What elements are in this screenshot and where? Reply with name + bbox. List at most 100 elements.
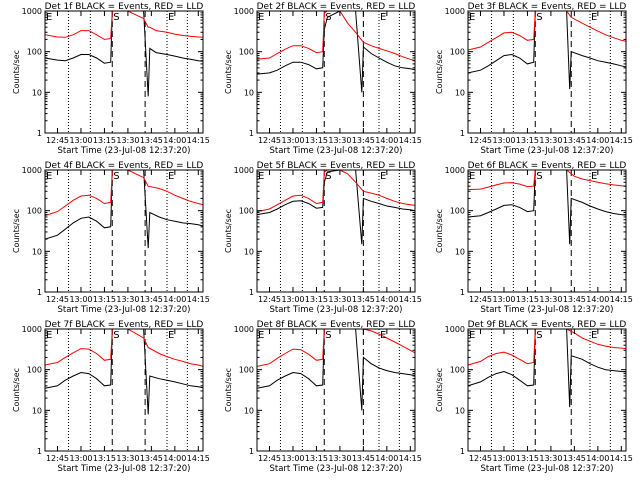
plot-frame bbox=[467, 10, 627, 134]
x-tick-label: 12:45 bbox=[469, 454, 492, 463]
y-axis-label: Counts/sec bbox=[435, 368, 444, 412]
x-tick-label: 14:00 bbox=[375, 136, 398, 145]
y-tick-label: 100 bbox=[450, 366, 465, 375]
x-tick-label: 13:00 bbox=[281, 136, 304, 145]
x-tick-label: 13:30 bbox=[539, 136, 562, 145]
y-tick-label: 1000 bbox=[22, 166, 42, 175]
x-tick-label: 13:15 bbox=[305, 295, 328, 304]
y-tick-label: 1 bbox=[249, 288, 254, 297]
x-axis-label: Start Time (23-Jul-08 12:37:20) bbox=[481, 146, 614, 156]
chart-title: Det 7f BLACK = Events, RED = LLD bbox=[45, 320, 204, 330]
series-line-lld bbox=[45, 170, 203, 217]
x-tick-label: 13:15 bbox=[93, 295, 116, 304]
x-axis-label: Start Time (23-Jul-08 12:37:20) bbox=[270, 464, 403, 474]
chart-title: Det 4f BLACK = Events, RED = LLD bbox=[45, 161, 204, 171]
y-tick-label: 10 bbox=[455, 247, 465, 256]
series-line-events bbox=[468, 329, 626, 408]
y-tick-label: 10 bbox=[32, 406, 42, 415]
y-tick-label: 1000 bbox=[445, 325, 465, 334]
x-tick-label: 13:45 bbox=[140, 136, 163, 145]
y-tick-label: 100 bbox=[450, 207, 465, 216]
x-tick-label: 14:00 bbox=[586, 454, 609, 463]
event-marker-label: E bbox=[380, 12, 386, 23]
chart-title: Det 6f BLACK = Events, RED = LLD bbox=[468, 161, 627, 171]
y-tick-label: 1000 bbox=[234, 7, 254, 16]
plot-frame bbox=[467, 169, 627, 293]
series-line-events bbox=[257, 329, 415, 411]
y-tick-label: 1 bbox=[249, 129, 254, 138]
x-tick-label: 12:45 bbox=[258, 295, 281, 304]
series-line-lld bbox=[257, 329, 415, 367]
y-tick-label: 10 bbox=[244, 88, 254, 97]
y-tick-label: 1 bbox=[460, 447, 465, 456]
event-marker-label: E bbox=[258, 330, 264, 341]
plot-frame bbox=[256, 10, 416, 134]
x-tick-label: 14:15 bbox=[610, 454, 633, 463]
x-tick-label: 13:15 bbox=[93, 454, 116, 463]
series-group bbox=[45, 170, 203, 249]
event-marker-label: E bbox=[168, 12, 174, 23]
event-marker-label: E bbox=[469, 12, 475, 23]
y-tick-label: 1 bbox=[460, 129, 465, 138]
x-tick-label: 13:00 bbox=[281, 295, 304, 304]
event-marker-label: E bbox=[46, 330, 52, 341]
series-group bbox=[45, 329, 203, 415]
event-marker-label: S bbox=[536, 330, 542, 341]
x-tick-label: 13:00 bbox=[69, 454, 92, 463]
event-marker-label: E bbox=[168, 330, 174, 341]
y-tick-label: 10 bbox=[32, 88, 42, 97]
x-tick-label: 13:15 bbox=[516, 295, 539, 304]
y-tick-label: 100 bbox=[27, 207, 42, 216]
y-axis-label: Counts/sec bbox=[12, 50, 21, 94]
x-tick-label: 12:45 bbox=[46, 454, 69, 463]
event-marker-label: S bbox=[325, 330, 331, 341]
x-tick-label: 13:45 bbox=[563, 295, 586, 304]
x-tick-label: 13:15 bbox=[516, 454, 539, 463]
x-tick-label: 14:15 bbox=[399, 454, 422, 463]
series-group bbox=[257, 170, 415, 245]
chart-title: Det 1f BLACK = Events, RED = LLD bbox=[45, 2, 204, 12]
x-tick-label: 12:45 bbox=[46, 295, 69, 304]
x-tick-label: 13:45 bbox=[563, 454, 586, 463]
event-marker-label: E bbox=[591, 330, 597, 341]
x-tick-label: 13:00 bbox=[69, 136, 92, 145]
x-tick-label: 13:30 bbox=[116, 136, 139, 145]
y-tick-label: 1000 bbox=[22, 325, 42, 334]
x-tick-label: 12:45 bbox=[469, 136, 492, 145]
chart-title: Det 8f BLACK = Events, RED = LLD bbox=[257, 320, 416, 330]
event-marker-label: S bbox=[325, 171, 331, 182]
event-marker-label: S bbox=[536, 171, 542, 182]
chart-title: Det 9f BLACK = Events, RED = LLD bbox=[468, 320, 627, 330]
y-tick-label: 10 bbox=[455, 88, 465, 97]
x-tick-label: 13:30 bbox=[539, 454, 562, 463]
x-tick-label: 13:15 bbox=[305, 136, 328, 145]
x-tick-label: 14:15 bbox=[610, 295, 633, 304]
x-tick-label: 13:00 bbox=[492, 136, 515, 145]
series-line-events bbox=[468, 170, 626, 245]
y-axis-label: Counts/sec bbox=[435, 50, 444, 94]
x-tick-label: 14:00 bbox=[586, 136, 609, 145]
x-tick-label: 14:15 bbox=[399, 136, 422, 145]
x-tick-label: 13:00 bbox=[492, 295, 515, 304]
series-group bbox=[468, 329, 626, 408]
y-tick-label: 100 bbox=[450, 48, 465, 57]
y-axis-label: Counts/sec bbox=[224, 368, 233, 412]
y-tick-label: 1000 bbox=[445, 166, 465, 175]
y-tick-label: 1 bbox=[37, 447, 42, 456]
x-tick-label: 13:30 bbox=[328, 295, 351, 304]
y-axis-label: Counts/sec bbox=[435, 209, 444, 253]
series-line-lld bbox=[45, 11, 203, 40]
series-line-lld bbox=[468, 329, 626, 366]
x-tick-label: 12:45 bbox=[469, 295, 492, 304]
plot-frame bbox=[467, 328, 627, 452]
event-marker-label: E bbox=[168, 171, 174, 182]
event-marker-label: S bbox=[325, 12, 331, 23]
chart-title: Det 2f BLACK = Events, RED = LLD bbox=[257, 2, 416, 12]
x-tick-label: 13:30 bbox=[116, 454, 139, 463]
